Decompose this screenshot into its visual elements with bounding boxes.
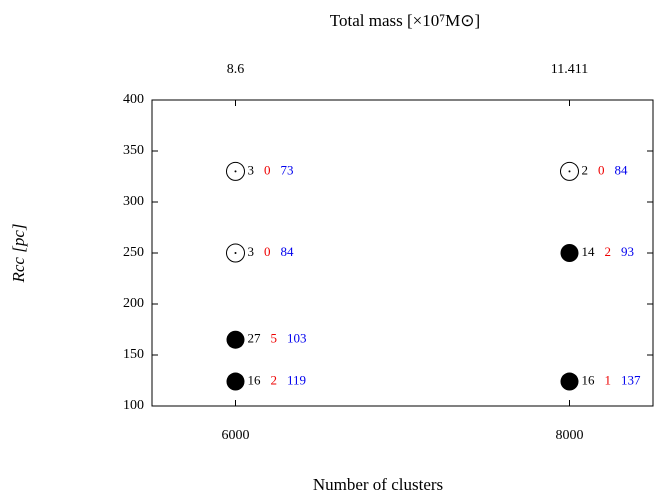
y-tick-label: 250 (123, 245, 144, 260)
point-label: 84 (615, 162, 629, 177)
point-label: 119 (287, 373, 306, 388)
point-center (568, 170, 571, 173)
point-center (234, 170, 237, 173)
x-tick-label: 6000 (222, 428, 250, 443)
point-label: 2 (582, 162, 589, 177)
y-tick-label: 400 (123, 92, 144, 107)
point-label: 3 (248, 244, 255, 259)
filled-point (560, 244, 579, 262)
top-axis-title: Total mass [×10⁷M⊙] (330, 11, 480, 30)
top-tick-label: 11.411 (551, 62, 588, 77)
point-label: 3 (248, 162, 255, 177)
top-tick-label: 8.6 (227, 62, 245, 77)
point-label: 14 (582, 244, 596, 259)
point-center (234, 252, 237, 254)
point-label: 2 (271, 373, 278, 388)
filled-point (226, 372, 245, 391)
filled-point (226, 330, 245, 349)
point-label: 0 (264, 162, 271, 177)
x-axis-title: Number of clusters (313, 475, 443, 494)
y-tick-label: 100 (123, 398, 144, 413)
point-label: 0 (598, 162, 605, 177)
point-label: 2 (605, 244, 612, 259)
point-label: 93 (621, 244, 634, 259)
point-label: 16 (248, 373, 262, 388)
point-label: 5 (271, 331, 278, 346)
point-label: 1 (605, 373, 612, 388)
x-tick-label: 8000 (556, 428, 584, 443)
point-label: 0 (264, 244, 271, 259)
point-label: 16 (582, 373, 596, 388)
point-label: 137 (621, 373, 641, 388)
y-tick-label: 350 (123, 143, 144, 158)
y-tick-label: 200 (123, 296, 144, 311)
point-label: 73 (281, 162, 294, 177)
y-tick-label: 150 (123, 347, 144, 362)
point-label: 27 (248, 331, 262, 346)
y-axis-title: Rcc [pc] (9, 223, 28, 283)
filled-point (560, 372, 579, 391)
point-label: 103 (287, 331, 307, 346)
point-label: 84 (281, 244, 295, 259)
y-tick-label: 300 (123, 194, 144, 209)
